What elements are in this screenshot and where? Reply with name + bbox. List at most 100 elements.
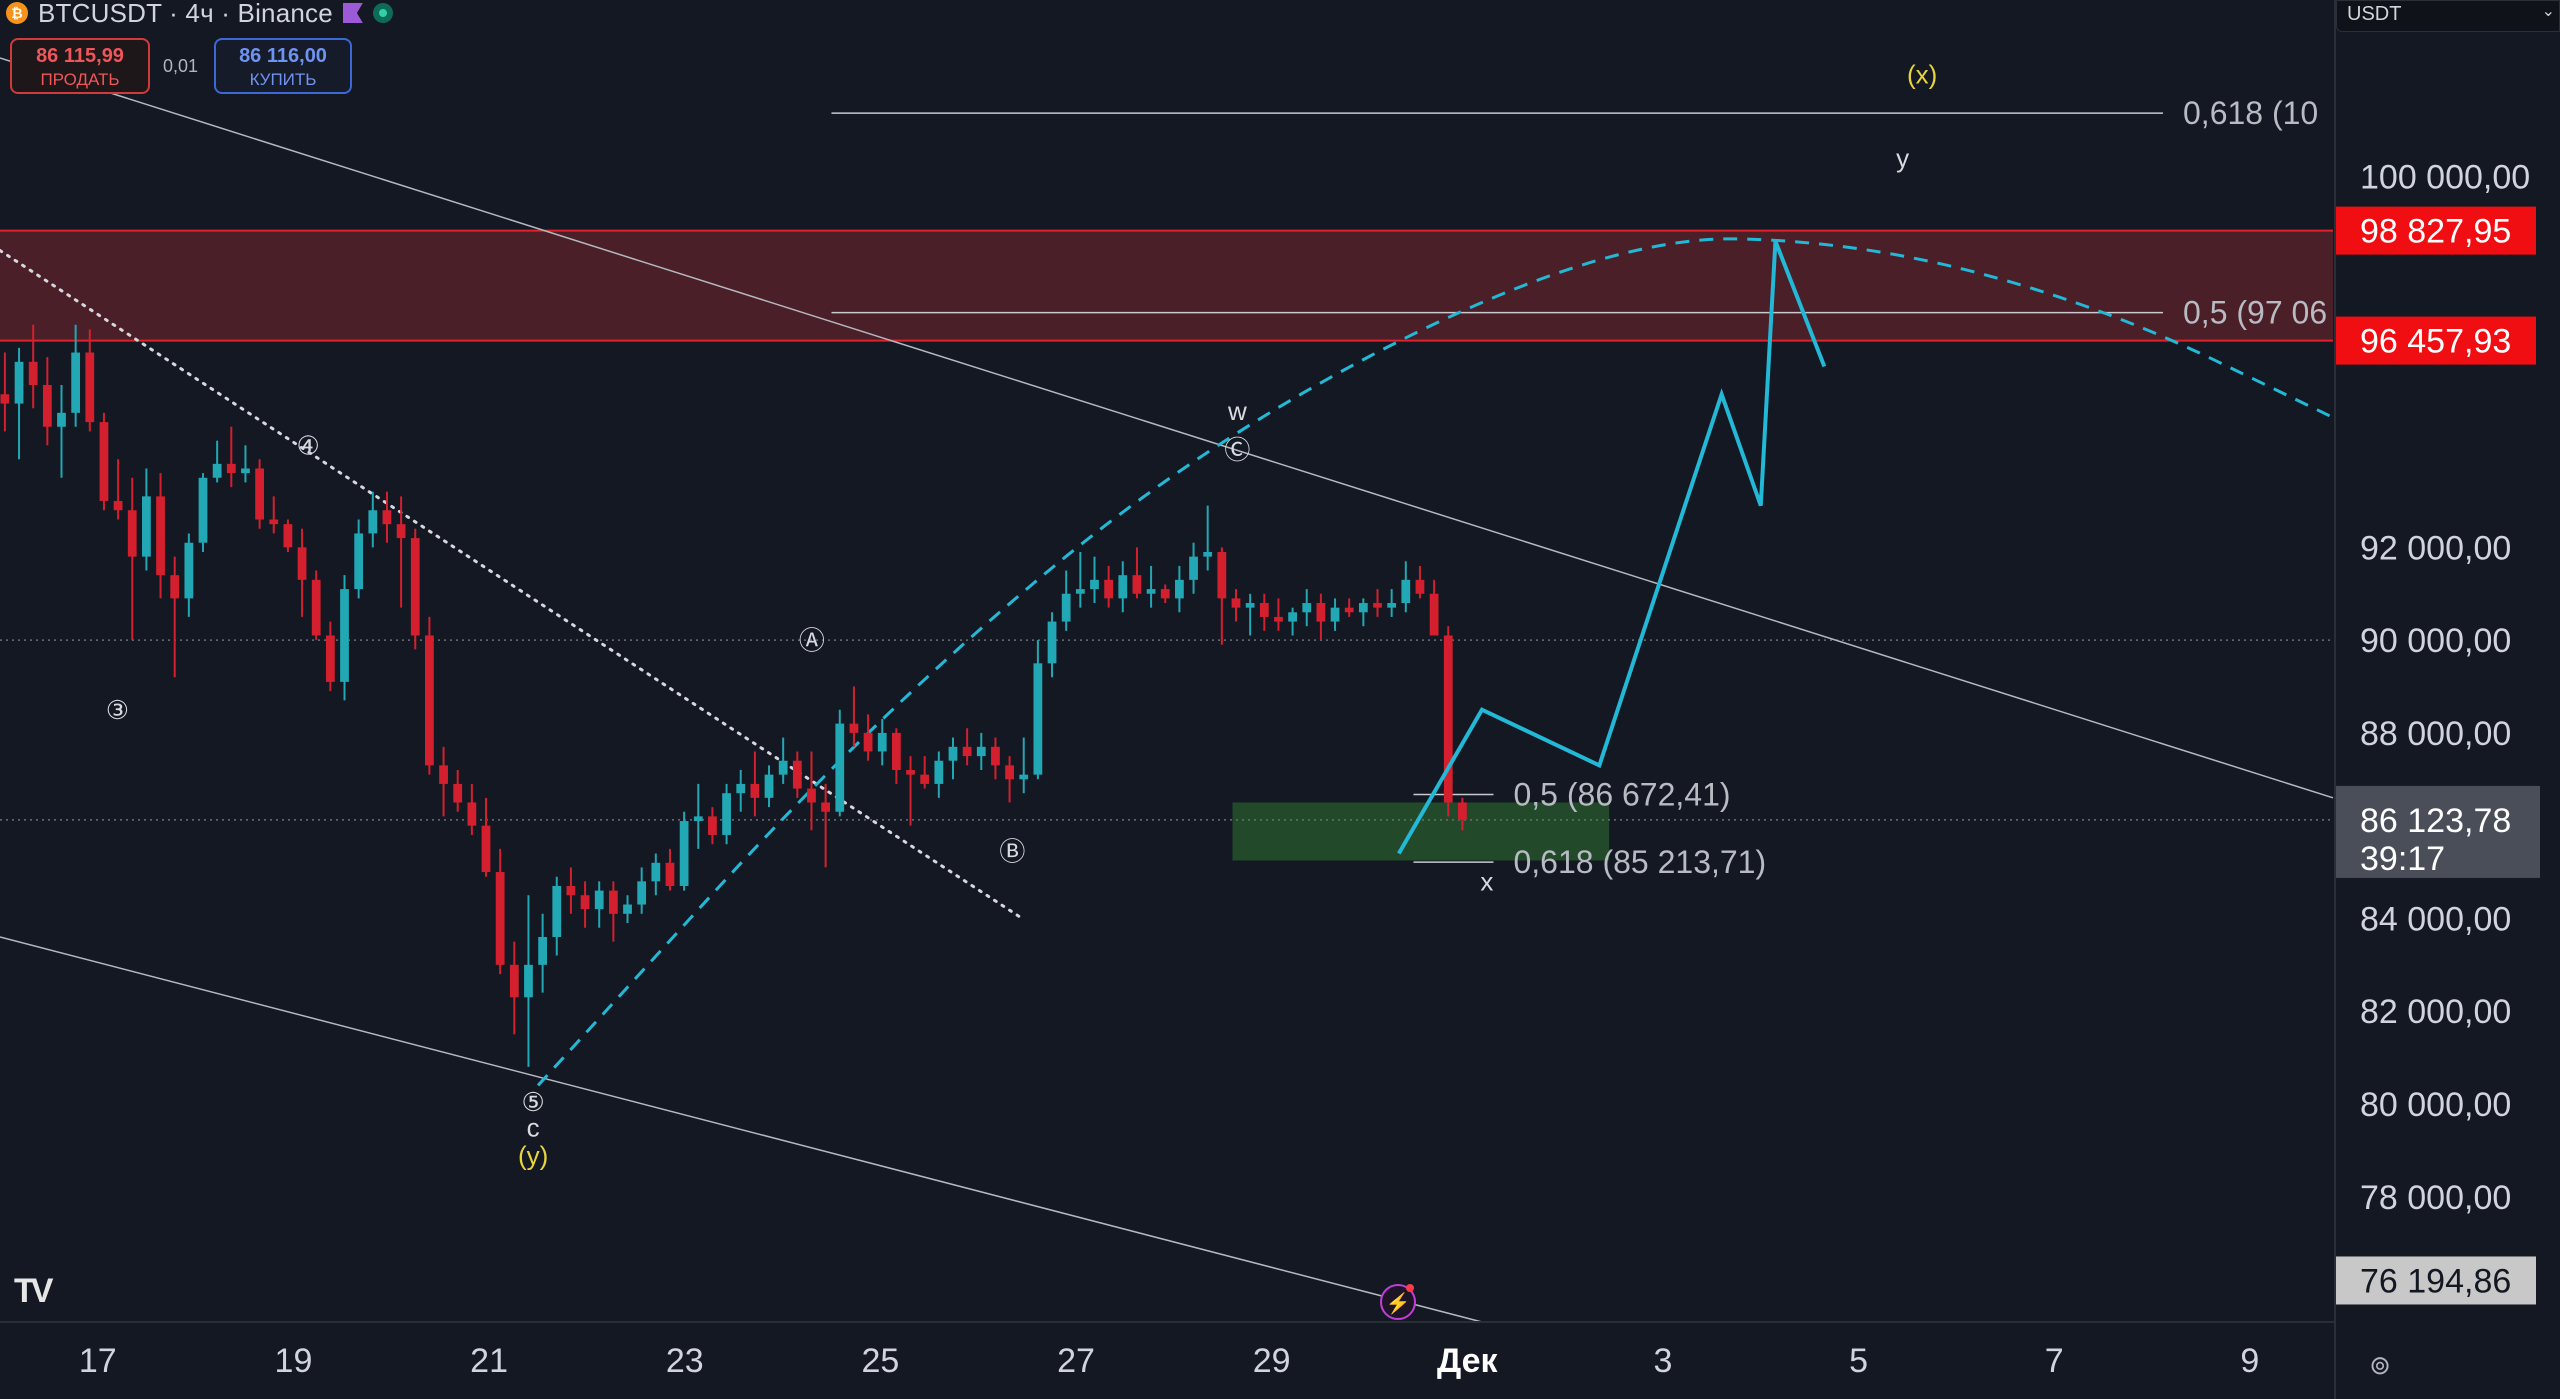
candle-body (1288, 612, 1297, 622)
tradingview-logo[interactable]: TV (14, 1272, 54, 1310)
date-tick-label: 23 (666, 1342, 704, 1380)
price-badge-1 (2336, 316, 2536, 365)
candle-body (1458, 802, 1467, 820)
candle (524, 895, 533, 1067)
wave-label-5: Ⓐ (799, 625, 825, 655)
lightning-icon (1380, 1284, 1416, 1320)
price-badge-2 (2336, 1256, 2536, 1305)
candle (325, 621, 335, 692)
candle-body (1330, 607, 1340, 622)
candle (1458, 797, 1467, 831)
candle-body (382, 510, 392, 525)
candle-body (1090, 579, 1099, 590)
candle (170, 556, 180, 678)
currency-value: USDT (2347, 3, 2402, 25)
candle-body (1160, 589, 1170, 599)
candle (821, 783, 831, 868)
candle-body (552, 885, 562, 937)
candle (1005, 756, 1014, 803)
candle-body (665, 862, 675, 886)
candle (736, 770, 746, 812)
candle (0, 352, 10, 432)
candle-body (425, 635, 434, 766)
currency-select[interactable]: USDT ⌄ (2336, 0, 2560, 32)
candle-body (509, 964, 519, 998)
candle (920, 756, 930, 789)
candle (226, 426, 236, 488)
price-badge-0 (2336, 206, 2536, 255)
candle-body (835, 723, 845, 812)
candle (877, 718, 887, 766)
candle (1104, 565, 1114, 608)
candle-body (1047, 621, 1057, 664)
candle (311, 570, 321, 641)
candle-body (410, 538, 420, 636)
candle (976, 732, 986, 771)
candle (1259, 593, 1269, 631)
candle-body (311, 579, 321, 636)
candle (1203, 505, 1213, 571)
candle-body (142, 496, 151, 557)
candle-body (368, 510, 378, 534)
candle (1061, 570, 1071, 631)
symbol-title[interactable]: BTCUSDT · 4ч · Binance (38, 0, 333, 28)
candle (28, 324, 38, 409)
price-tick-label: 80 000,00 (2360, 1086, 2511, 1124)
candle (1302, 589, 1312, 627)
candle-body (778, 760, 788, 775)
candle-body (849, 723, 859, 733)
candle (57, 385, 66, 478)
candle (778, 737, 788, 784)
candle (453, 770, 463, 812)
candle (538, 913, 548, 993)
sell-button[interactable]: 86 115,99 ПРОДАТЬ (10, 38, 150, 94)
candle-body (1104, 579, 1114, 599)
candle-body (481, 825, 491, 873)
flag-icon[interactable] (342, 3, 363, 23)
candle-body (934, 760, 944, 784)
projection-zigzag (1397, 240, 1827, 855)
candle-body (1443, 635, 1453, 803)
buy-button[interactable]: 86 116,00 КУПИТЬ (214, 38, 352, 94)
candle (340, 575, 349, 701)
candle (495, 848, 505, 975)
candle-body (127, 510, 137, 557)
candle (1415, 565, 1425, 599)
notification-dot (1406, 1284, 1414, 1292)
wave-label-6: ③ (106, 695, 129, 725)
candle (1033, 640, 1043, 780)
candle (481, 797, 491, 877)
candle-body (439, 765, 448, 784)
candle-body (0, 394, 10, 404)
symbol-header: ₿ BTCUSDT · 4ч · Binance (0, 0, 393, 28)
fib-label-0: 0,618 (10 (2183, 95, 2318, 131)
wave-label-10: c (527, 1112, 540, 1142)
candle (1288, 607, 1297, 636)
candle (71, 324, 81, 427)
candle (1344, 598, 1354, 617)
candle (1132, 547, 1142, 599)
current-price-label: 86 123,78 (2360, 802, 2511, 840)
date-tick-label: 25 (861, 1342, 899, 1380)
candle (906, 756, 915, 826)
candle (1330, 598, 1340, 631)
candle-body (566, 885, 576, 896)
settings-icon[interactable]: ⊚ (2369, 1350, 2391, 1380)
candle-body (1387, 603, 1397, 608)
candle (764, 765, 774, 808)
candle (1146, 565, 1156, 608)
date-tick-label: 3 (1653, 1342, 1672, 1380)
candle-body (1259, 603, 1269, 617)
candle (665, 848, 675, 891)
candle (1358, 598, 1368, 627)
candle-body (85, 352, 95, 423)
candle-body (1302, 603, 1312, 613)
candle (241, 445, 250, 483)
candle-body (297, 547, 307, 580)
candle (962, 728, 972, 766)
price-tick-label: 84 000,00 (2360, 900, 2511, 938)
candle (637, 867, 647, 914)
price-tick-label: 92 000,00 (2360, 529, 2511, 567)
candle (509, 941, 519, 1035)
